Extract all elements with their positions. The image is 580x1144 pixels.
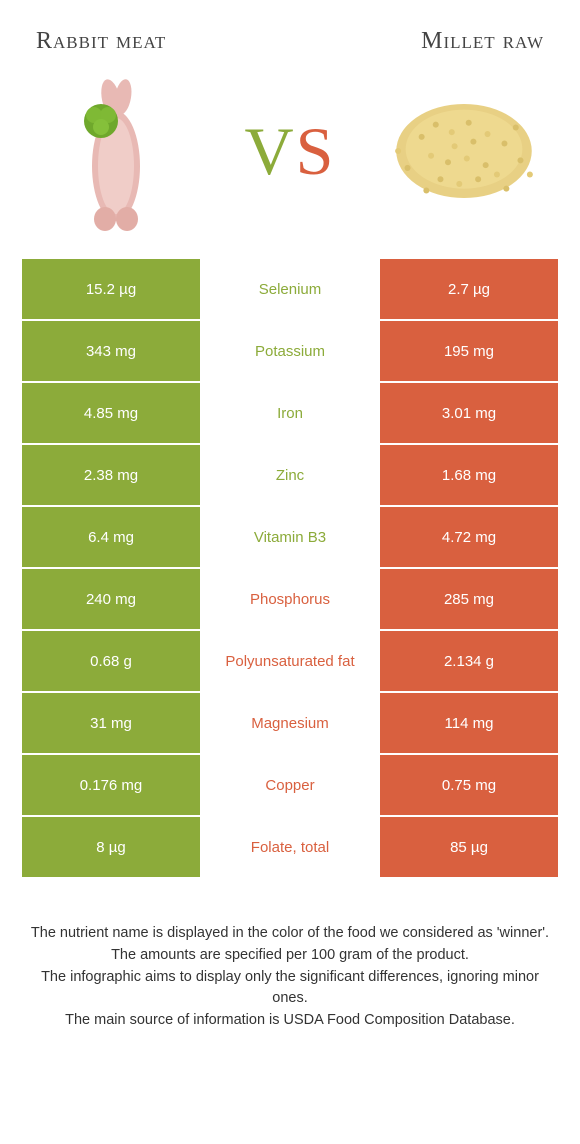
right-value-cell: 0.75 mg [380, 755, 558, 815]
table-row: 0.176 mgCopper0.75 mg [22, 755, 558, 815]
left-value-cell: 4.85 mg [22, 383, 200, 443]
table-row: 343 mgPotassium195 mg [22, 321, 558, 381]
footnote-line: The amounts are specified per 100 gram o… [30, 945, 550, 966]
right-value-cell: 195 mg [380, 321, 558, 381]
right-value-cell: 4.72 mg [380, 507, 558, 567]
table-row: 8 µgFolate, total85 µg [22, 817, 558, 877]
nutrient-label-cell: Folate, total [200, 817, 380, 877]
footnote-line: The nutrient name is displayed in the co… [30, 923, 550, 944]
images-row: VS [0, 63, 580, 259]
left-value-cell: 240 mg [22, 569, 200, 629]
table-row: 6.4 mgVitamin B34.72 mg [22, 507, 558, 567]
nutrient-label-cell: Iron [200, 383, 380, 443]
table-row: 240 mgPhosphorus285 mg [22, 569, 558, 629]
nutrient-label-cell: Selenium [200, 259, 380, 319]
table-row: 31 mgMagnesium114 mg [22, 693, 558, 753]
left-value-cell: 6.4 mg [22, 507, 200, 567]
table-row: 2.38 mgZinc1.68 mg [22, 445, 558, 505]
nutrient-table: 15.2 µgSelenium2.7 µg343 mgPotassium195 … [0, 259, 580, 877]
right-value-cell: 3.01 mg [380, 383, 558, 443]
nutrient-label-cell: Vitamin B3 [200, 507, 380, 567]
nutrient-label-cell: Potassium [200, 321, 380, 381]
left-value-cell: 0.68 g [22, 631, 200, 691]
vs-s: S [296, 113, 336, 189]
left-value-cell: 31 mg [22, 693, 200, 753]
right-value-cell: 114 mg [380, 693, 558, 753]
millet-image [384, 71, 544, 231]
nutrient-label-cell: Magnesium [200, 693, 380, 753]
vs-v: V [245, 113, 296, 189]
header: Rabbit meat Millet raw [0, 0, 580, 63]
vs-label: VS [245, 112, 336, 191]
nutrient-label-cell: Polyunsaturated fat [200, 631, 380, 691]
table-row: 15.2 µgSelenium2.7 µg [22, 259, 558, 319]
nutrient-label-cell: Zinc [200, 445, 380, 505]
right-value-cell: 2.134 g [380, 631, 558, 691]
right-value-cell: 285 mg [380, 569, 558, 629]
left-value-cell: 15.2 µg [22, 259, 200, 319]
right-food-title: Millet raw [421, 28, 544, 55]
footnote-line: The main source of information is USDA F… [30, 1010, 550, 1031]
left-value-cell: 2.38 mg [22, 445, 200, 505]
footnotes: The nutrient name is displayed in the co… [0, 879, 580, 1031]
table-row: 4.85 mgIron3.01 mg [22, 383, 558, 443]
rabbit-meat-image [36, 71, 196, 231]
left-value-cell: 0.176 mg [22, 755, 200, 815]
footnote-line: The infographic aims to display only the… [30, 967, 550, 1009]
right-value-cell: 85 µg [380, 817, 558, 877]
left-food-title: Rabbit meat [36, 28, 166, 55]
nutrient-label-cell: Copper [200, 755, 380, 815]
right-value-cell: 1.68 mg [380, 445, 558, 505]
left-value-cell: 343 mg [22, 321, 200, 381]
table-row: 0.68 gPolyunsaturated fat2.134 g [22, 631, 558, 691]
right-value-cell: 2.7 µg [380, 259, 558, 319]
nutrient-label-cell: Phosphorus [200, 569, 380, 629]
left-value-cell: 8 µg [22, 817, 200, 877]
